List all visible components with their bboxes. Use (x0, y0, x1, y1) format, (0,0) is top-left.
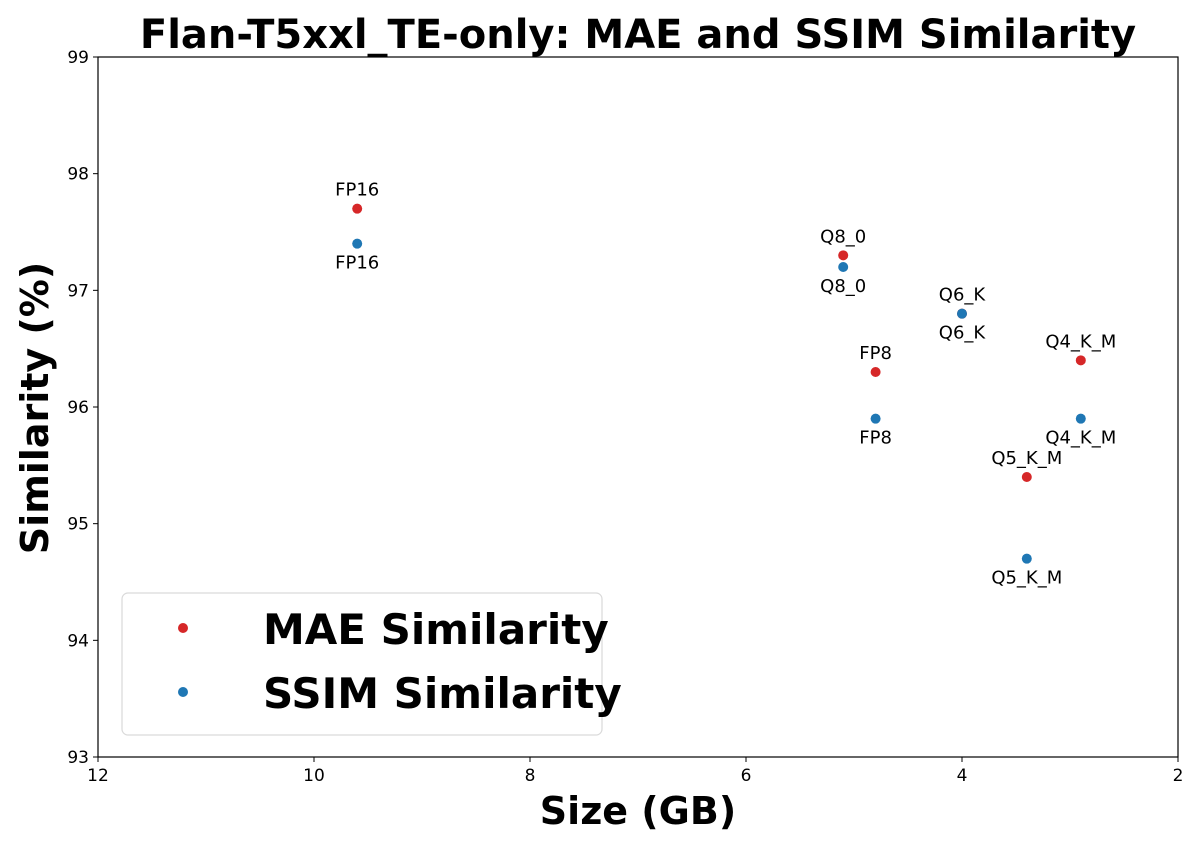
point-label: Q5_K_M (991, 568, 1062, 589)
y-tick-label: 93 (67, 748, 89, 768)
x-tick-label: 2 (1173, 766, 1184, 786)
data-point (1021, 553, 1032, 564)
point-label: Q4_K_M (1045, 331, 1116, 352)
point-label: Q6_K (939, 285, 987, 306)
data-point (1075, 413, 1086, 424)
x-tick-label: 10 (303, 766, 325, 786)
data-point (352, 238, 363, 249)
y-axis-ticks: 93 94 95 96 97 98 99 (67, 48, 98, 768)
point-label: Q6_K (939, 323, 987, 344)
data-point (1075, 355, 1086, 366)
y-tick-label: 99 (67, 48, 89, 68)
x-tick-label: 6 (741, 766, 752, 786)
point-label: FP8 (859, 343, 892, 364)
data-point (352, 203, 363, 214)
point-label: Q4_K_M (1045, 428, 1116, 449)
x-tick-label: 12 (87, 766, 109, 786)
point-label: FP8 (859, 428, 892, 449)
x-tick-label: 4 (957, 766, 968, 786)
y-tick-label: 94 (67, 631, 89, 651)
point-label: Q5_K_M (991, 448, 1062, 469)
point-labels: FP16Q8_0FP8Q6_KQ5_K_MQ4_K_MFP16Q8_0FP8Q6… (335, 180, 1116, 589)
x-tick-label: 8 (525, 766, 536, 786)
x-axis-label: Size (GB) (540, 789, 736, 833)
legend-marker-ssim (178, 687, 188, 697)
y-tick-label: 96 (67, 398, 89, 418)
point-label: FP16 (335, 253, 379, 274)
data-point (870, 367, 881, 377)
x-axis-ticks: 12 10 8 6 4 2 (87, 757, 1183, 786)
data-point (838, 262, 849, 272)
legend: MAE Similarity SSIM Similarity (121, 592, 622, 736)
legend-box (121, 592, 603, 736)
data-points (352, 203, 1086, 564)
point-label: Q8_0 (820, 276, 866, 297)
point-label: Q8_0 (820, 226, 866, 247)
y-tick-label: 97 (67, 281, 89, 301)
point-label: FP16 (335, 180, 379, 201)
data-point (957, 308, 967, 319)
legend-label-mae: MAE Similarity (263, 605, 609, 654)
y-axis-label: Similarity (%) (13, 262, 57, 554)
legend-label-ssim: SSIM Similarity (263, 669, 622, 718)
data-point (1021, 472, 1032, 482)
y-tick-label: 95 (67, 515, 89, 535)
chart-title: Flan-T5xxl_TE-only: MAE and SSIM Similar… (140, 12, 1136, 58)
legend-marker-mae (178, 623, 188, 633)
data-point (870, 413, 881, 424)
data-point (838, 250, 849, 261)
y-tick-label: 98 (67, 165, 89, 185)
